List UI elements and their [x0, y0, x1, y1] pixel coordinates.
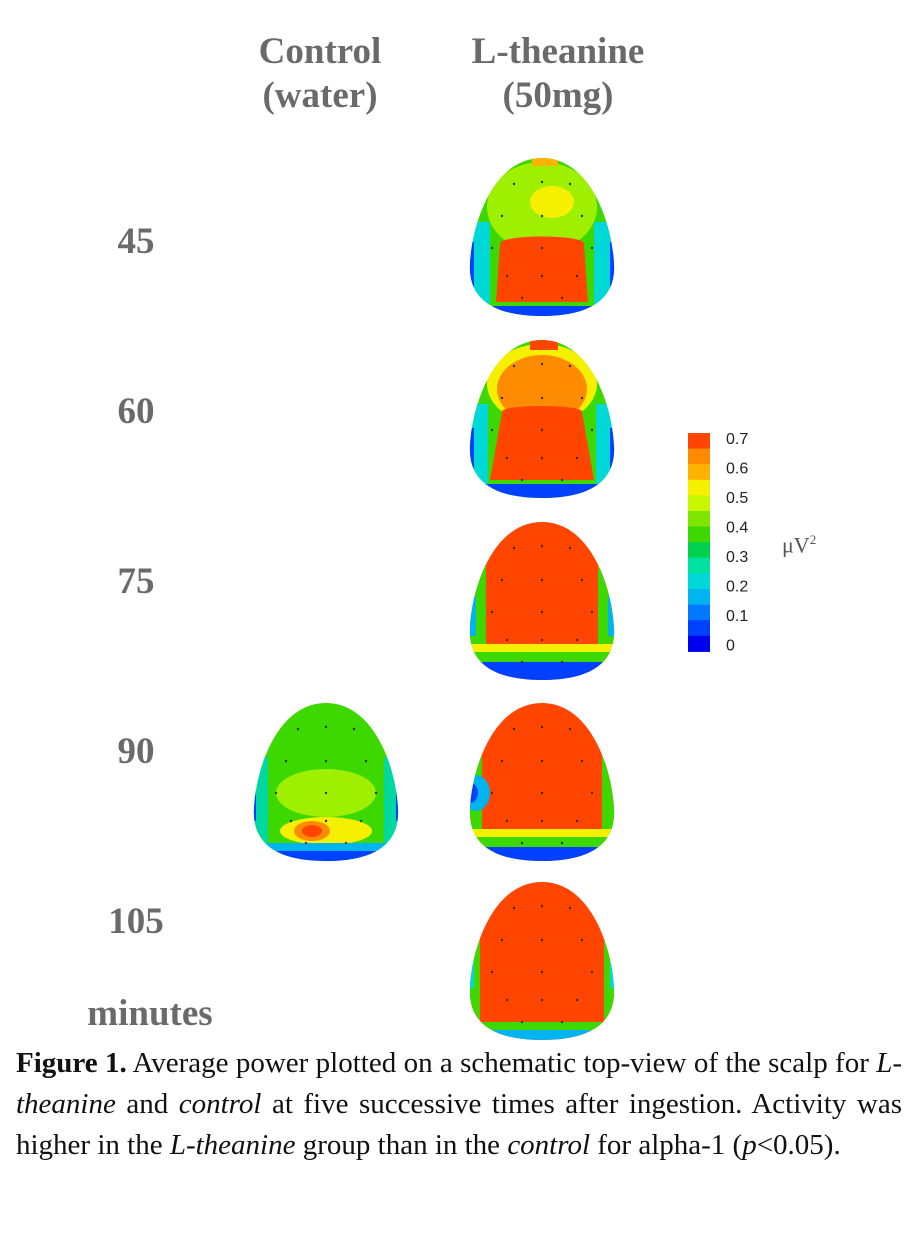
time-unit-label: minutes [87, 993, 213, 1034]
caption-em-3: L-theanine [169, 1129, 296, 1161]
caption-text-1: Average power plotted on a schematic top… [126, 1047, 877, 1079]
scalp-map-control-90 [246, 697, 406, 865]
scalp-map-theanine-90 [462, 697, 622, 865]
color-scale-tick-label: 0.1 [726, 608, 748, 625]
caption-text-3: at five successive times after ingestion… [16, 1088, 902, 1161]
caption-text-2: and [115, 1088, 179, 1120]
column-header-theanine-line2: (50mg) [502, 75, 614, 116]
scalp-map-theanine-75 [462, 516, 622, 684]
row-label-90: 90 [117, 731, 155, 772]
color-scale: 0.7 0.6 0.5 0.4 0.3 0.2 0.1 0 [688, 425, 818, 665]
color-scale-tick-label: 0.5 [726, 490, 748, 507]
color-scale-swatch [688, 604, 710, 621]
color-scale-unit-exponent: 2 [809, 532, 817, 547]
color-scale-swatch [688, 448, 710, 465]
column-header-theanine-line1: L-theanine [471, 31, 645, 72]
color-scale-swatch [688, 526, 710, 543]
column-header-control-line1: Control [258, 31, 382, 72]
color-scale-swatch [688, 433, 710, 450]
caption-em-1: L-theanine [16, 1047, 902, 1120]
color-scale-tick-label: 0.2 [726, 578, 748, 595]
color-scale-swatch [688, 511, 710, 528]
caption-em-4: control [507, 1129, 591, 1161]
caption-em-2: control [178, 1088, 262, 1120]
color-scale-swatch [688, 620, 710, 637]
color-scale-swatch [688, 495, 710, 512]
caption-em-5: p [742, 1129, 757, 1161]
caption-label: Figure 1. [16, 1047, 127, 1079]
color-scale-tick-label: 0.7 [726, 431, 748, 448]
color-scale-tick-label: 0.3 [726, 549, 748, 566]
row-label-60: 60 [117, 391, 155, 432]
color-scale-tick-label: 0 [726, 637, 735, 654]
color-scale-swatch [688, 464, 710, 481]
figure-caption: Figure 1. Average power plotted on a sch… [16, 1043, 902, 1166]
column-header-theanine: L-theanine (50mg) [458, 30, 658, 118]
scalp-map-theanine-60 [462, 334, 622, 502]
row-label-45: 45 [117, 221, 155, 262]
color-scale-graphic: 0.7 0.6 0.5 0.4 0.3 0.2 0.1 0 [688, 431, 748, 654]
color-scale-tick-label: 0.4 [726, 519, 748, 536]
caption-text-6: <0.05). [756, 1129, 841, 1161]
color-scale-swatch [688, 589, 710, 606]
row-label-75: 75 [117, 561, 155, 602]
color-scale-unit-base: μV [782, 532, 810, 558]
color-scale-tick-label: 0.6 [726, 460, 748, 477]
scalp-map-theanine-45 [462, 152, 622, 320]
column-header-control: Control (water) [220, 30, 420, 118]
caption-text-4: group than in the [295, 1129, 508, 1161]
scalp-map-theanine-105 [462, 876, 622, 1044]
row-label-105: 105 [108, 901, 164, 942]
color-scale-swatch [688, 635, 710, 652]
color-scale-swatch [688, 542, 710, 559]
color-scale-swatch [688, 479, 710, 496]
color-scale-swatch [688, 557, 710, 574]
color-scale-swatch [688, 573, 710, 590]
color-scale-unit: μV2 [782, 532, 816, 558]
caption-text-5: for alpha-1 ( [590, 1129, 743, 1161]
column-header-control-line2: (water) [262, 75, 378, 116]
